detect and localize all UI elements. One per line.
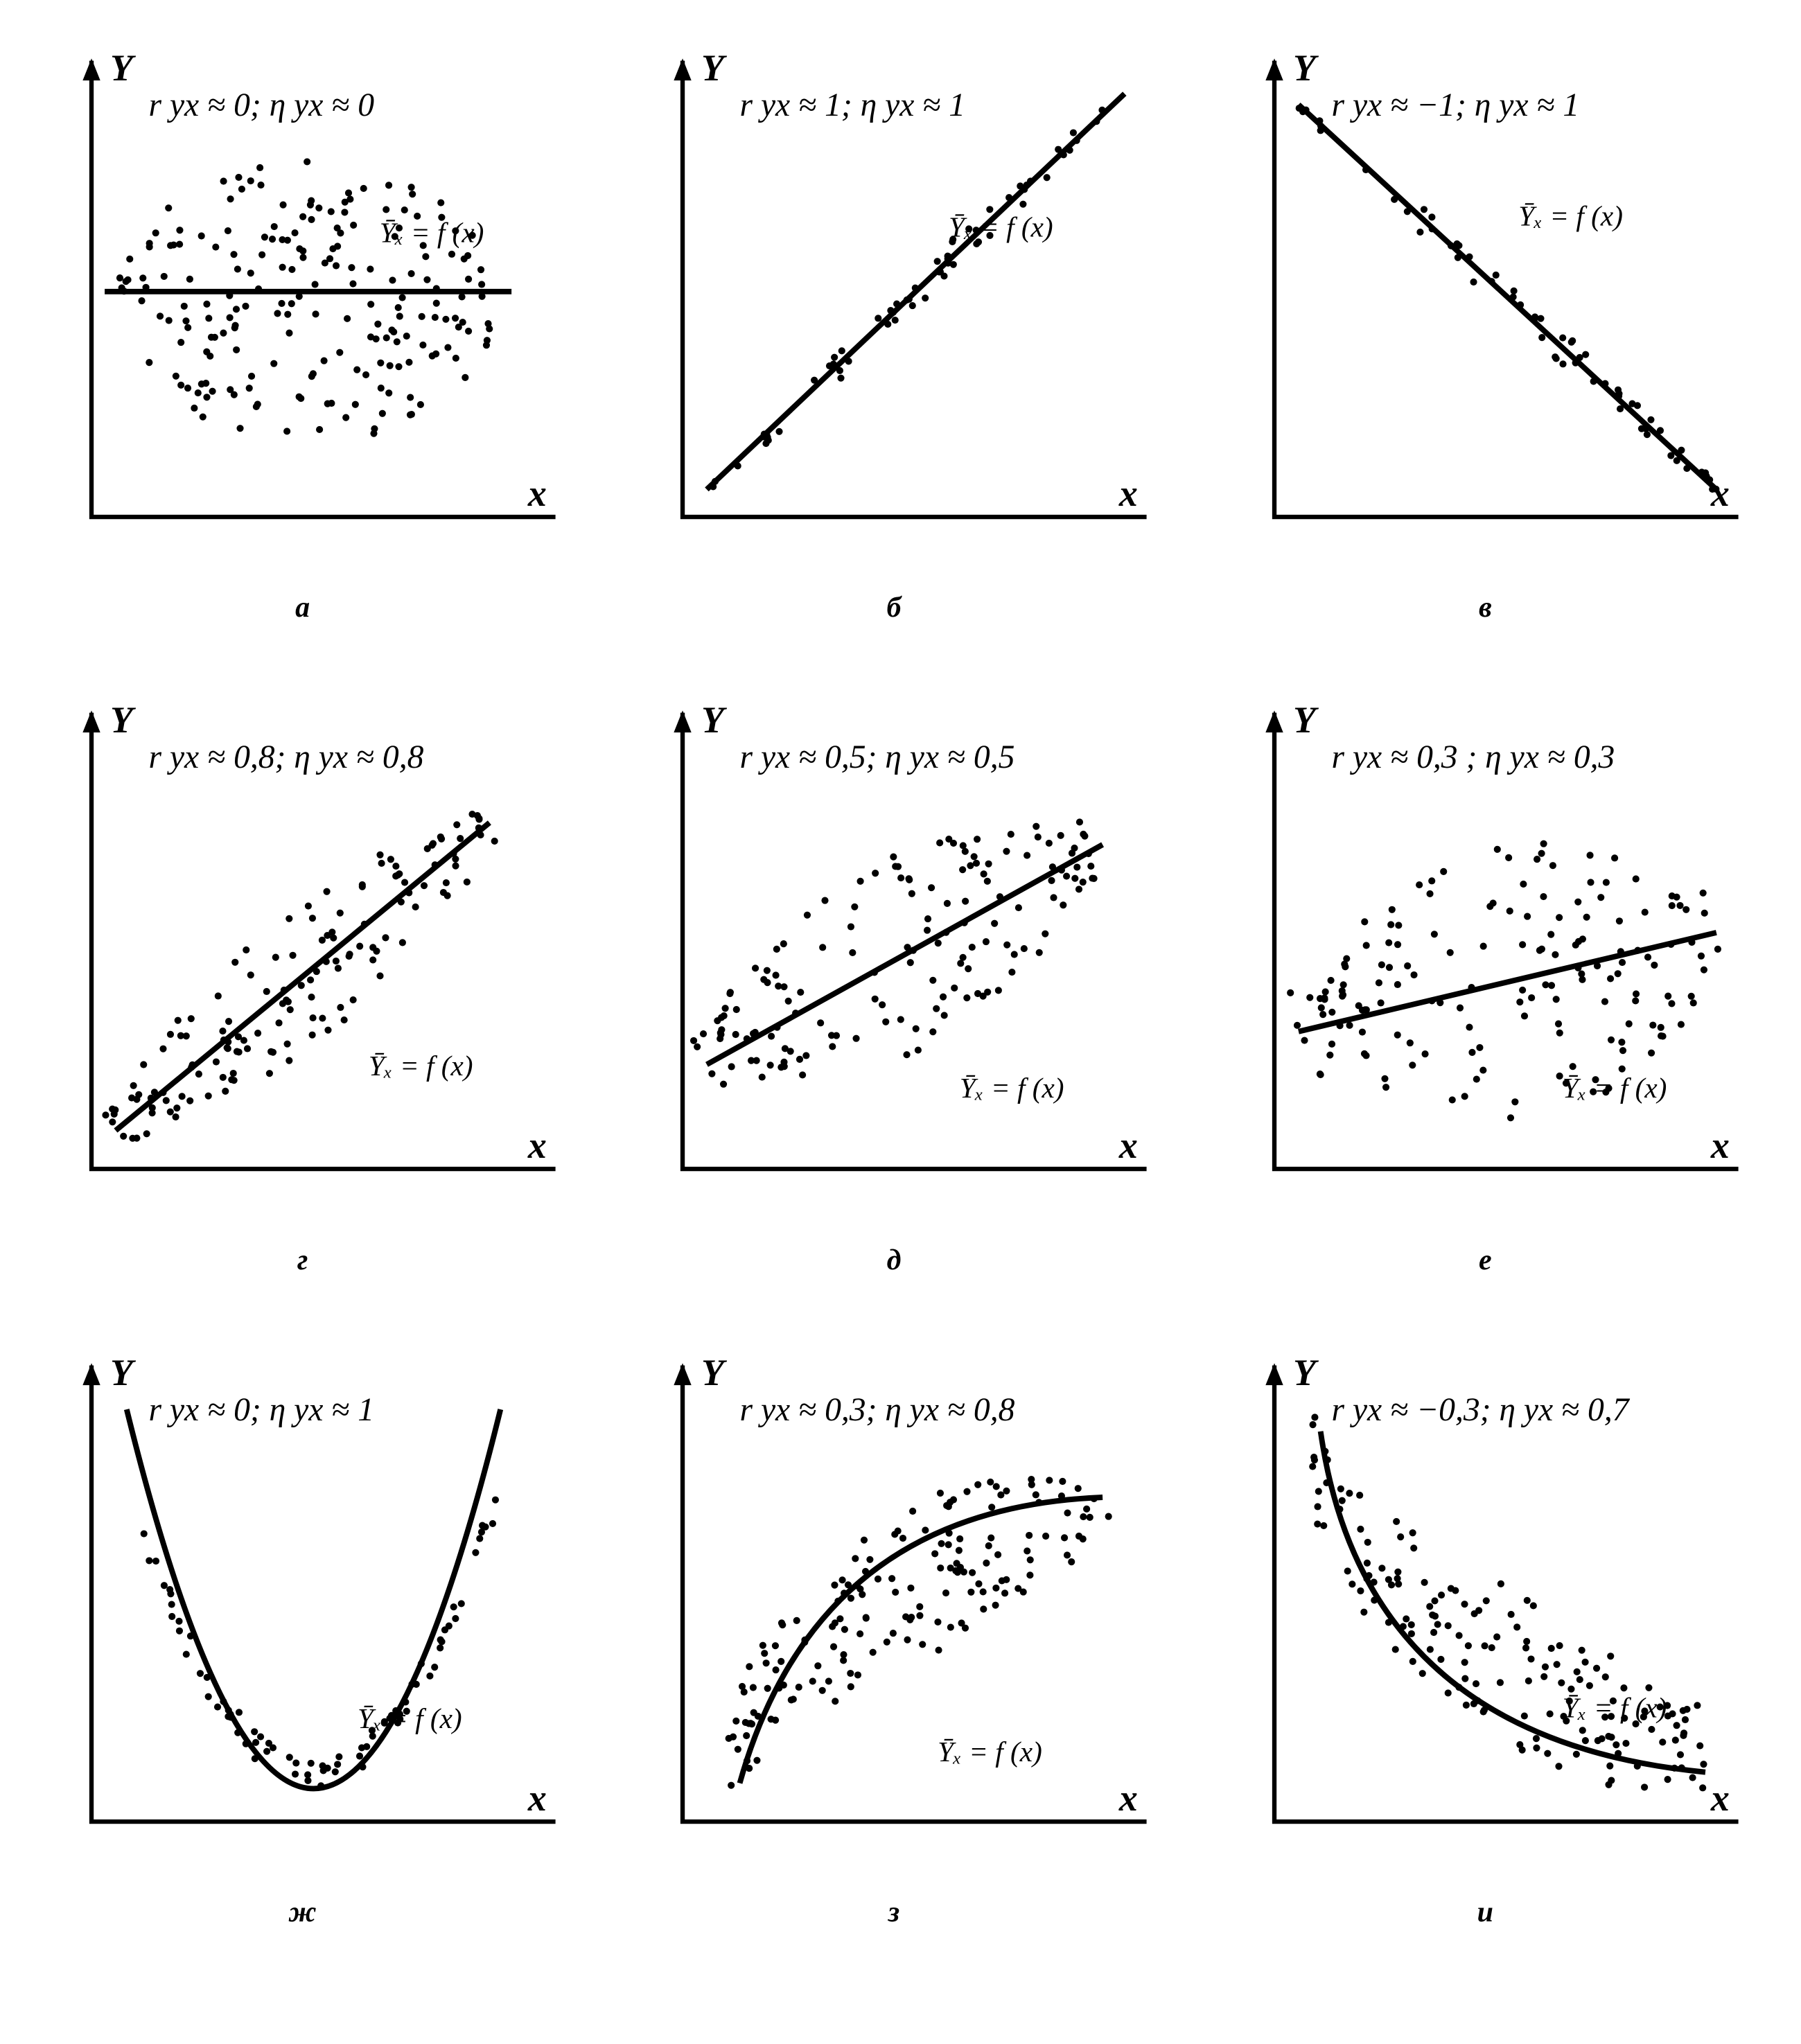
y-axis-label: Y [701, 47, 728, 89]
function-label: Ȳₓ = f (x) [358, 1702, 462, 1735]
chart-e: Yx r yx ≈ 0,3 ; η yx ≈ 0,3 Ȳₓ = f (x) [1211, 680, 1760, 1229]
function-label: Ȳₓ = f (x) [938, 1735, 1042, 1768]
function-label: Ȳₓ = f (x) [1562, 1072, 1667, 1104]
regression-line [707, 94, 1125, 489]
chart-grid: Yx r yx ≈ 0; η yx ≈ 0 Ȳₓ = f (x) а Yx r yx ≈ … [28, 28, 1760, 1929]
correlation-formula: r yx ≈ 0,5; η yx ≈ 0,5 [740, 739, 1015, 775]
x-axis-label: x [527, 1125, 547, 1167]
function-label: Ȳₓ = f (x) [949, 211, 1053, 243]
scatter-points [141, 1496, 499, 1789]
x-axis-label: x [1710, 1125, 1730, 1167]
function-label: Ȳₓ = f (x) [380, 216, 484, 249]
regression-line [740, 1497, 1103, 1783]
panel-i: Yx r yx ≈ −0,3; η yx ≈ 0,7 Ȳₓ = f (x) и [1211, 1332, 1760, 1929]
panel-caption: д [887, 1244, 902, 1277]
axes [683, 713, 1147, 1169]
panel-caption: з [888, 1896, 899, 1929]
y-arrow [82, 58, 100, 80]
x-axis-label: x [1118, 473, 1138, 514]
y-axis-label: Y [1293, 699, 1319, 741]
function-label: Ȳₓ = f (x) [1518, 200, 1623, 233]
panel-caption: а [295, 591, 310, 624]
correlation-formula: r yx ≈ 0,3 ; η yx ≈ 0,3 [1331, 739, 1615, 775]
chart-d: Yx r yx ≈ 0,5; η yx ≈ 0,5 Ȳₓ = f (x) [619, 680, 1168, 1229]
chart-i: Yx r yx ≈ −0,3; η yx ≈ 0,7 Ȳₓ = f (x) [1211, 1332, 1760, 1882]
y-axis-label: Y [110, 47, 137, 89]
regression-line [1299, 105, 1716, 489]
panel-caption: г [297, 1244, 308, 1277]
panel-e: Yx r yx ≈ 0,3 ; η yx ≈ 0,3 Ȳₓ = f (x) е [1211, 680, 1760, 1276]
chart-z: Yx r yx ≈ 0,3; η yx ≈ 0,8 Ȳₓ = f (x) [619, 1332, 1168, 1882]
correlation-formula: r yx ≈ 0; η yx ≈ 1 [149, 1392, 375, 1428]
y-arrow [674, 711, 692, 733]
panel-v: Yx r yx ≈ −1; η yx ≈ 1 Ȳₓ = f (x) в [1211, 28, 1760, 624]
axes [1274, 713, 1739, 1169]
panel-d: Yx r yx ≈ 0,5; η yx ≈ 0,5 Ȳₓ = f (x) д [619, 680, 1168, 1276]
panel-a: Yx r yx ≈ 0; η yx ≈ 0 Ȳₓ = f (x) а [28, 28, 577, 624]
chart-b: Yx r yx ≈ 1; η yx ≈ 1 Ȳₓ = f (x) [619, 28, 1168, 577]
correlation-formula: r yx ≈ 0,3; η yx ≈ 0,8 [740, 1392, 1015, 1428]
y-arrow [82, 711, 100, 733]
x-axis-label: x [527, 1777, 547, 1819]
x-axis-label: x [1710, 1777, 1730, 1819]
y-axis-label: Y [701, 699, 728, 741]
y-arrow [1265, 58, 1283, 80]
x-axis-label: x [1118, 1777, 1138, 1819]
axes [91, 1365, 556, 1821]
chart-v: Yx r yx ≈ −1; η yx ≈ 1 Ȳₓ = f (x) [1211, 28, 1760, 577]
correlation-formula: r yx ≈ 0; η yx ≈ 0 [149, 87, 375, 123]
axes [683, 1365, 1147, 1821]
chart-a: Yx r yx ≈ 0; η yx ≈ 0 Ȳₓ = f (x) [28, 28, 577, 577]
scatter-points [690, 819, 1098, 1088]
panel-z: Yx r yx ≈ 0,3; η yx ≈ 0,8 Ȳₓ = f (x) з [619, 1332, 1168, 1929]
correlation-formula: r yx ≈ −0,3; η yx ≈ 0,7 [1331, 1392, 1630, 1428]
panel-zh: Yx r yx ≈ 0; η yx ≈ 1 Ȳₓ = f (x) ж [28, 1332, 577, 1929]
regression-line [116, 823, 489, 1131]
y-arrow [82, 1363, 100, 1385]
scatter-points [726, 1476, 1112, 1789]
axes [1274, 1365, 1739, 1821]
y-axis-label: Y [1293, 1352, 1319, 1393]
chart-zh: Yx r yx ≈ 0; η yx ≈ 1 Ȳₓ = f (x) [28, 1332, 577, 1882]
function-label: Ȳₓ = f (x) [960, 1072, 1064, 1104]
panel-caption: в [1479, 591, 1492, 624]
y-axis-label: Y [110, 699, 137, 741]
chart-g: Yx r yx ≈ 0,8; η yx ≈ 0,8 Ȳₓ = f (x) [28, 680, 577, 1229]
correlation-formula: r yx ≈ 0,8; η yx ≈ 0,8 [149, 739, 424, 775]
x-axis-label: x [1118, 1125, 1138, 1167]
y-axis-label: Y [110, 1352, 137, 1393]
y-arrow [1265, 711, 1283, 733]
y-arrow [1265, 1363, 1283, 1385]
panel-caption: и [1477, 1896, 1493, 1929]
x-axis-label: x [527, 473, 547, 514]
correlation-formula: r yx ≈ 1; η yx ≈ 1 [740, 87, 966, 123]
y-axis-label: Y [701, 1352, 728, 1393]
y-arrow [674, 1363, 692, 1385]
scatter-points [1309, 1413, 1707, 1791]
y-axis-label: Y [1293, 47, 1319, 89]
panel-caption: ж [289, 1896, 317, 1929]
regression-line [707, 845, 1102, 1064]
function-label: Ȳₓ = f (x) [1562, 1691, 1667, 1724]
correlation-formula: r yx ≈ −1; η yx ≈ 1 [1331, 87, 1579, 123]
panel-g: Yx r yx ≈ 0,8; η yx ≈ 0,8 Ȳₓ = f (x) г [28, 680, 577, 1276]
regression-line [1299, 933, 1716, 1032]
x-axis-label: x [1710, 473, 1730, 514]
panel-b: Yx r yx ≈ 1; η yx ≈ 1 Ȳₓ = f (x) б [619, 28, 1168, 624]
panel-caption: б [887, 591, 902, 624]
panel-caption: е [1479, 1244, 1492, 1277]
function-label: Ȳₓ = f (x) [369, 1050, 473, 1083]
y-arrow [674, 58, 692, 80]
scatter-points [116, 158, 493, 437]
